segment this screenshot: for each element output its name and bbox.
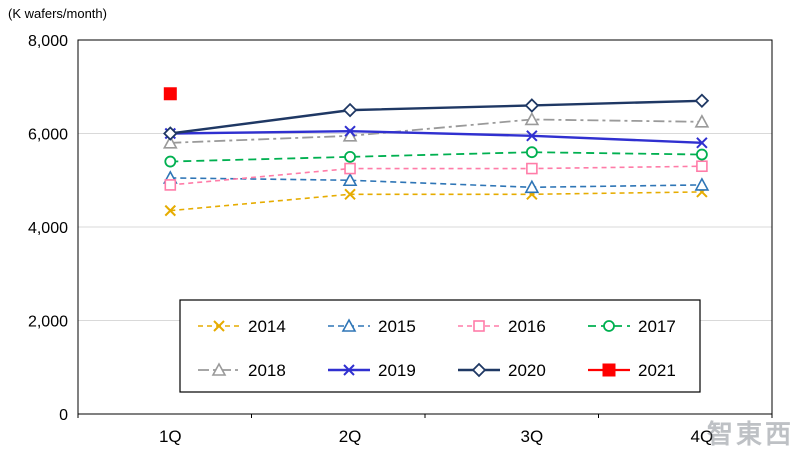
legend-label: 2014	[248, 317, 286, 336]
x-marker-icon	[526, 130, 538, 142]
legend-item-2014: 2014	[198, 317, 286, 336]
legend-label: 2017	[638, 317, 676, 336]
x-marker-icon	[344, 125, 356, 137]
triangle-marker-icon	[694, 114, 710, 128]
triangle-marker-icon	[524, 111, 540, 126]
circle-marker-icon	[164, 155, 177, 168]
x-marker-icon	[344, 188, 356, 200]
series-line	[170, 177, 702, 189]
diamond-marker-icon	[524, 98, 540, 113]
series-2017	[164, 146, 708, 168]
triangle-marker-icon	[211, 362, 227, 376]
y-axis-unit-label: (K wafers/month)	[8, 6, 107, 21]
square-marker-icon	[526, 162, 538, 175]
series-line	[170, 191, 702, 212]
legend-label: 2015	[378, 317, 416, 336]
y-tick-label: 6,000	[28, 127, 68, 144]
series-2021	[163, 87, 177, 101]
series-line	[170, 151, 702, 163]
triangle-marker-icon	[162, 135, 178, 149]
x-marker-icon	[164, 204, 177, 217]
series-2018	[162, 111, 710, 149]
x-tick-label: 4Q	[691, 427, 714, 446]
series-line	[170, 99, 702, 135]
square-marker-icon	[344, 162, 356, 175]
square-marker-icon	[164, 179, 177, 191]
square-marker-icon	[696, 160, 708, 173]
legend-item-2021: 2021	[588, 361, 676, 380]
series-line	[170, 129, 702, 145]
legend-item-2020: 2020	[458, 361, 546, 380]
series-line	[170, 118, 702, 144]
x-tick-label: 1Q	[159, 427, 182, 446]
series-2019	[164, 125, 708, 149]
legend-box	[179, 299, 701, 393]
x-marker-icon	[213, 320, 225, 332]
triangle-marker-icon	[342, 172, 358, 187]
x-marker-icon	[696, 137, 708, 149]
circle-marker-icon	[344, 150, 356, 163]
legend-item-2018: 2018	[198, 361, 286, 380]
legend-label: 2018	[248, 361, 286, 380]
square-marker-icon	[473, 320, 485, 332]
diamond-marker-icon	[471, 362, 487, 378]
legend: 2014 2015 2016 2017 2018 2019 2020 2021	[179, 299, 701, 393]
series-2015	[162, 170, 710, 194]
y-tick-label: 8,000	[28, 33, 68, 50]
diamond-marker-icon	[342, 102, 358, 118]
circle-marker-icon	[696, 148, 708, 161]
series-2016	[164, 160, 708, 191]
square-filled-marker-icon	[163, 87, 177, 101]
triangle-marker-icon	[524, 179, 540, 194]
circle-marker-icon	[525, 146, 538, 159]
x-tick-label: 3Q	[521, 427, 544, 446]
y-tick-label: 0	[59, 407, 68, 424]
triangle-marker-icon	[694, 177, 710, 191]
y-tick-label: 2,000	[28, 314, 68, 331]
diamond-marker-icon	[694, 93, 710, 109]
x-marker-icon	[343, 364, 355, 376]
legend-item-2019: 2019	[328, 361, 416, 380]
circle-marker-icon	[603, 320, 615, 332]
legend-label: 2021	[638, 361, 676, 380]
legend-label: 2019	[378, 361, 416, 380]
legend-label: 2020	[508, 361, 546, 380]
square-filled-marker-icon	[602, 363, 616, 377]
x-tick-label: 2Q	[339, 427, 362, 446]
series-2014	[164, 186, 708, 217]
legend-item-2015: 2015	[328, 317, 416, 336]
series-2020	[163, 93, 710, 141]
triangle-marker-icon	[341, 318, 357, 332]
legend-item-2016: 2016	[458, 317, 546, 336]
series-line	[170, 165, 702, 186]
y-tick-label: 4,000	[28, 220, 68, 237]
legend-label: 2016	[508, 317, 546, 336]
legend-item-2017: 2017	[588, 317, 676, 336]
diamond-marker-icon	[163, 126, 178, 141]
